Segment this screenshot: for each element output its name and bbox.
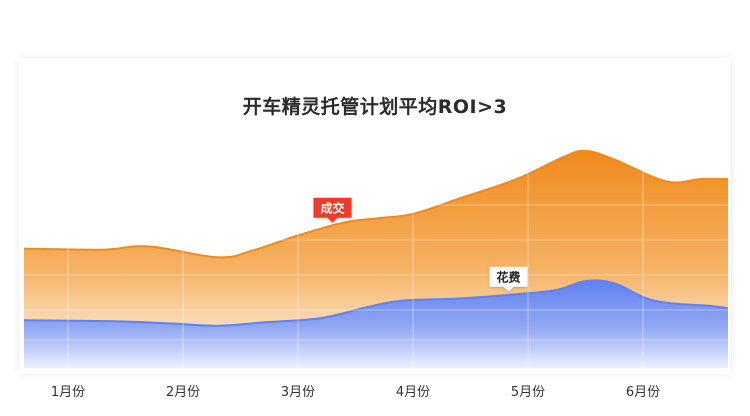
x-tick-label: 2月份 bbox=[166, 385, 200, 400]
line-deal bbox=[23, 149, 729, 259]
annotation-bubble bbox=[489, 266, 528, 292]
annotation-bubble bbox=[313, 197, 352, 223]
annotation-label: 花费 bbox=[496, 269, 520, 284]
x-tick-label: 3月份 bbox=[281, 385, 315, 400]
annotation-cost: 花费 bbox=[489, 266, 528, 292]
annotation-deal: 成交 bbox=[313, 197, 352, 223]
x-tick-label: 4月份 bbox=[396, 385, 430, 400]
annotation-label: 成交 bbox=[320, 200, 344, 215]
x-tick-label: 6月份 bbox=[626, 385, 660, 400]
x-tick-label: 1月份 bbox=[51, 385, 85, 400]
line-cost bbox=[23, 279, 729, 327]
area-cost bbox=[24, 280, 728, 368]
chart-title: 开车精灵托管计划平均ROI>3 bbox=[242, 96, 508, 118]
x-tick-label: 5月份 bbox=[511, 385, 545, 400]
